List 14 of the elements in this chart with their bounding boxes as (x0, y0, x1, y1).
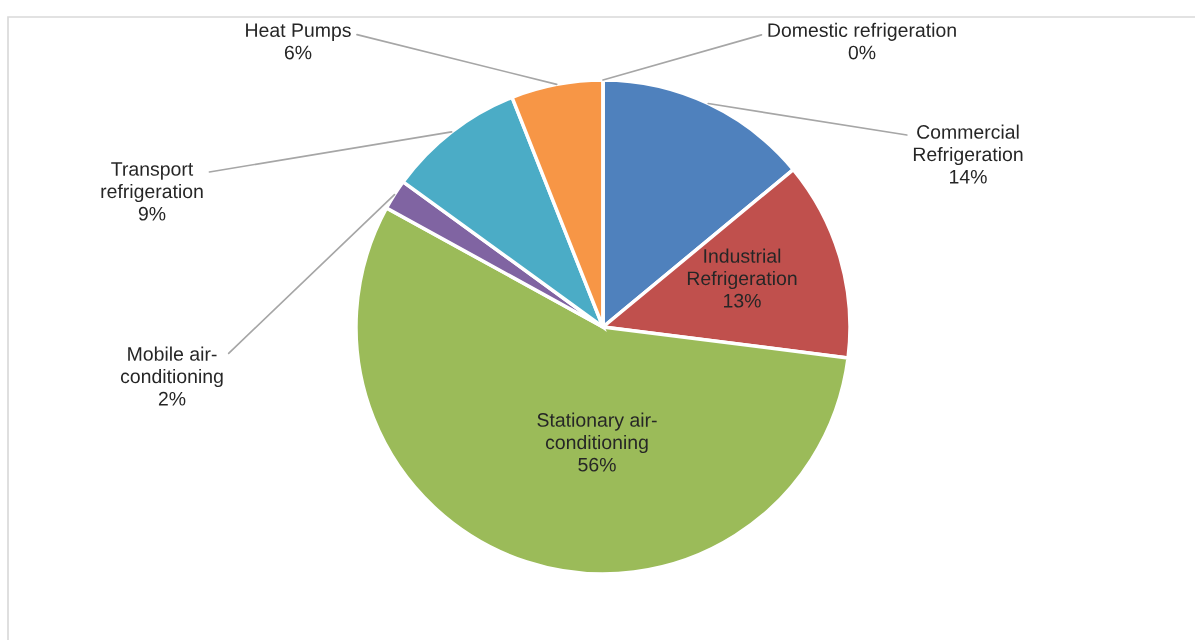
category-label: Domestic refrigeration (768, 22, 956, 41)
slice-label: Heat Pumps (246, 23, 351, 41)
slice-label: Transport refrigeration (101, 162, 203, 203)
slice-label: Stationary air-conditioning (537, 412, 657, 454)
data-label: 13% (724, 293, 761, 308)
data-label: 2% (158, 391, 186, 406)
data-label: 6% (284, 45, 312, 60)
data-label: 9% (138, 206, 166, 221)
text: 0% (848, 45, 876, 60)
slice-label: Commercial Refrigeration (913, 124, 1023, 166)
slice-label: Industrial Refrigeration (687, 248, 797, 290)
data-label: 14% (950, 169, 987, 184)
data-label: 56% (578, 457, 616, 472)
slice-label: Mobile air-conditioning (120, 346, 223, 388)
